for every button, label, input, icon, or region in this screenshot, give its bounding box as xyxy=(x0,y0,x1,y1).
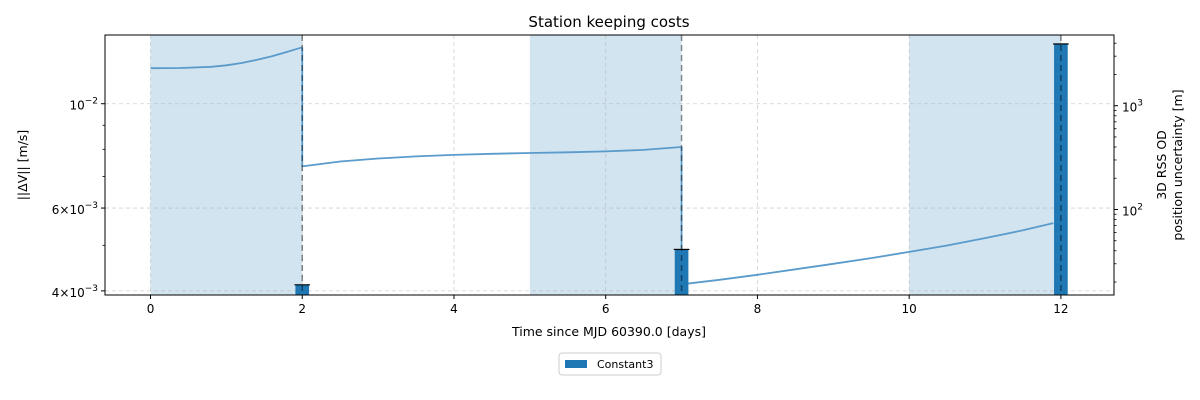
y-tick-label-0-mantissa: 4×10 xyxy=(52,286,85,300)
y-tick-label-1-mantissa: 6×10 xyxy=(52,203,85,217)
x-axis-title: Time since MJD 60390.0 [days] xyxy=(511,324,706,339)
bar-0 xyxy=(295,284,310,295)
shaded-region-0 xyxy=(150,35,303,295)
y2-tick-label-1-exponent: 3 xyxy=(1137,99,1143,109)
y-tick-label-2: 10−2 xyxy=(69,97,98,113)
legend-box xyxy=(558,352,662,376)
y-tick-label-1: 6×10−3 xyxy=(52,201,98,217)
uncertainty-line-segment-1 xyxy=(302,146,682,168)
y-tick-label-1-exponent: −3 xyxy=(85,201,98,211)
x-tick-label-3: 6 xyxy=(602,302,610,316)
x-tick-label-1: 2 xyxy=(298,302,306,316)
legend: Constant3 xyxy=(558,352,662,376)
y2-tick-label-1: 103 xyxy=(1122,99,1143,115)
y2-tick-label-0-exponent: 2 xyxy=(1137,202,1143,212)
x-tick-label-0: 0 xyxy=(147,302,155,316)
y2-tick-label-0: 102 xyxy=(1122,202,1143,218)
y-axis-title: ||ΔV|| [m/s] xyxy=(15,130,30,201)
y2-tick-label-0-mantissa: 10 xyxy=(1122,204,1137,218)
x-tick-label-6: 12 xyxy=(1053,302,1068,316)
shaded-region-2 xyxy=(909,35,1061,295)
bar-2 xyxy=(1054,43,1068,295)
y-tick-label-0-exponent: −3 xyxy=(85,284,98,294)
x-tick-label-5: 10 xyxy=(902,302,917,316)
uncertainty-line-segment-2 xyxy=(681,222,1054,286)
bar-1 xyxy=(674,249,689,295)
legend-swatch xyxy=(565,360,587,368)
y-tick-label-2-mantissa: 10 xyxy=(69,99,84,113)
y2-axis-title-line1: 3D RSS OD xyxy=(1154,130,1169,200)
y2-axis-title-line2: position uncertainty [m] xyxy=(1170,89,1185,240)
plot-frame xyxy=(104,34,1115,296)
x-tick-label-2: 4 xyxy=(450,302,458,316)
legend-label: Constant3 xyxy=(597,358,653,371)
y-tick-label-2-exponent: −2 xyxy=(85,97,98,107)
uncertainty-line-segment-0 xyxy=(150,46,303,70)
chart-title: Station keeping costs xyxy=(528,13,689,31)
y-tick-label-0: 4×10−3 xyxy=(52,284,98,300)
x-tick-label-4: 8 xyxy=(754,302,762,316)
y2-tick-label-1-mantissa: 10 xyxy=(1122,101,1137,115)
